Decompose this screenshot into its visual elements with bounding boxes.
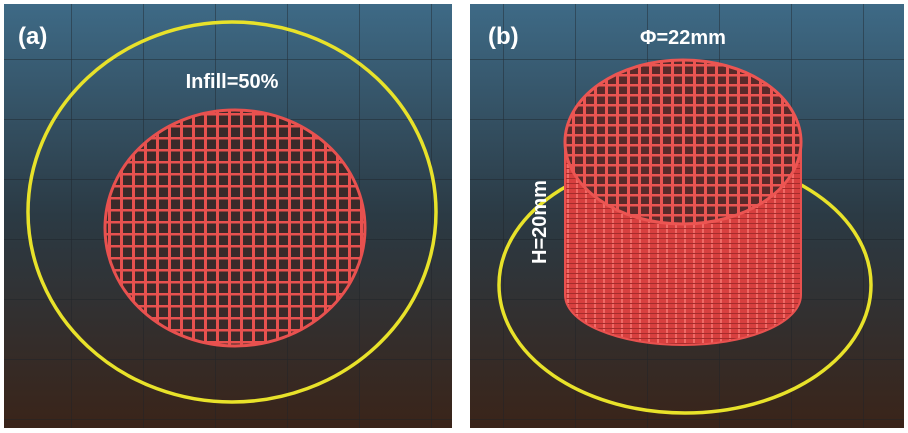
panel-label: (b) <box>488 23 519 50</box>
bed-circle <box>26 20 438 404</box>
panel-label: (a) <box>18 23 47 50</box>
panel-b: (b) Φ=22mm H=20mm <box>470 4 904 428</box>
annotation: Infill=50% <box>186 71 279 93</box>
panel-a: (a) Infill=50% <box>4 4 452 428</box>
height-label: H=20mm <box>529 180 551 264</box>
cylinder-top <box>563 58 803 226</box>
diameter-label: Φ=22mm <box>640 27 726 49</box>
infill-disc <box>103 108 367 348</box>
